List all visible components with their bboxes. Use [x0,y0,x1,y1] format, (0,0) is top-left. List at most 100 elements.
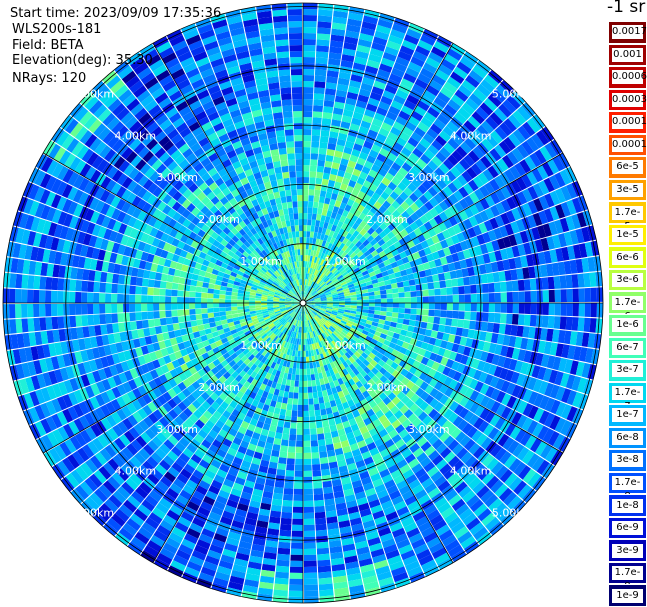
range-bin [141,499,155,512]
range-bin [483,220,494,232]
range-bin [154,558,170,571]
range-bin [239,282,246,288]
range-bin [306,307,311,313]
range-bin [225,356,234,364]
range-bin [367,332,375,339]
range-bin [244,314,251,319]
range-bin [387,268,395,275]
range-bin [184,533,199,545]
range-bin [400,201,410,211]
range-bin [303,177,310,184]
range-bin [386,484,399,495]
range-bin [72,339,80,352]
range-bin [148,412,159,424]
range-bin [301,314,303,321]
range-bin [289,386,295,393]
range-bin [530,303,537,315]
range-bin [250,289,257,293]
range-bin [262,290,269,294]
range-bin [299,332,302,339]
range-bin [423,221,433,231]
range-bin [303,392,308,399]
range-bin [369,542,383,552]
range-bin [27,231,37,246]
range-bin [237,303,244,307]
range-bin [384,479,396,490]
range-bin [69,303,76,316]
range-bin [400,78,414,89]
range-bin [166,235,175,245]
range-bin [247,361,254,369]
range-bin [468,442,481,455]
range-bin [321,209,328,216]
range-bin [368,291,375,296]
range-bin [253,322,261,328]
range-bin [342,209,349,218]
range-bin [289,584,303,591]
range-bin [132,388,142,399]
range-bin [325,191,333,199]
range-bin [177,290,184,297]
range-bin [250,315,258,320]
range-bin [160,273,168,282]
range-bin [398,334,406,342]
range-bin [222,510,235,520]
range-bin [313,330,318,337]
range-bin [309,410,315,417]
range-bin [166,324,174,332]
range-bins [3,3,603,603]
range-bin [398,292,405,298]
range-bin [496,260,505,272]
range-bin [329,316,336,321]
range-bin [339,215,347,223]
range-bin [279,298,286,301]
range-bin [57,278,65,291]
range-bin [304,314,307,321]
range-bin [373,345,381,352]
range-bin [250,371,258,379]
range-bin [189,291,196,298]
range-bin [293,386,299,393]
range-bin [226,375,235,384]
range-bin [435,459,448,471]
range-bin [423,246,432,256]
range-bin [202,561,218,572]
range-bin [257,388,264,397]
range-bin [276,314,283,318]
range-bin [340,60,354,69]
range-bin [463,346,472,357]
range-bin [531,133,544,149]
range-bin [415,516,429,528]
range-bin [279,296,286,300]
range-bin [277,463,287,471]
range-bin [320,300,327,302]
range-bin [235,374,243,383]
range-bin [400,228,409,238]
range-bin [298,344,301,351]
range-bin [347,505,359,515]
range-bin [215,434,225,444]
range-bin [395,400,405,410]
range-bin [160,364,170,374]
range-bin [323,276,329,282]
range-bin [215,571,230,582]
range-bin [385,549,400,560]
range-bin [434,391,444,402]
range-bin [318,328,323,335]
range-bin [315,270,320,277]
range-bin [196,257,205,265]
range-bin [320,273,326,280]
range-bin [414,278,422,285]
range-bin [371,192,381,201]
range-bin [252,349,259,357]
range-bin [312,117,322,124]
range-bin [143,444,155,456]
range-bin [382,396,392,406]
range-bin [493,282,501,293]
range-bin [517,244,526,256]
range-bin [416,436,428,448]
range-bin [39,173,52,189]
range-bin [224,453,235,462]
range-bin [494,344,503,356]
range-bin [517,106,531,121]
